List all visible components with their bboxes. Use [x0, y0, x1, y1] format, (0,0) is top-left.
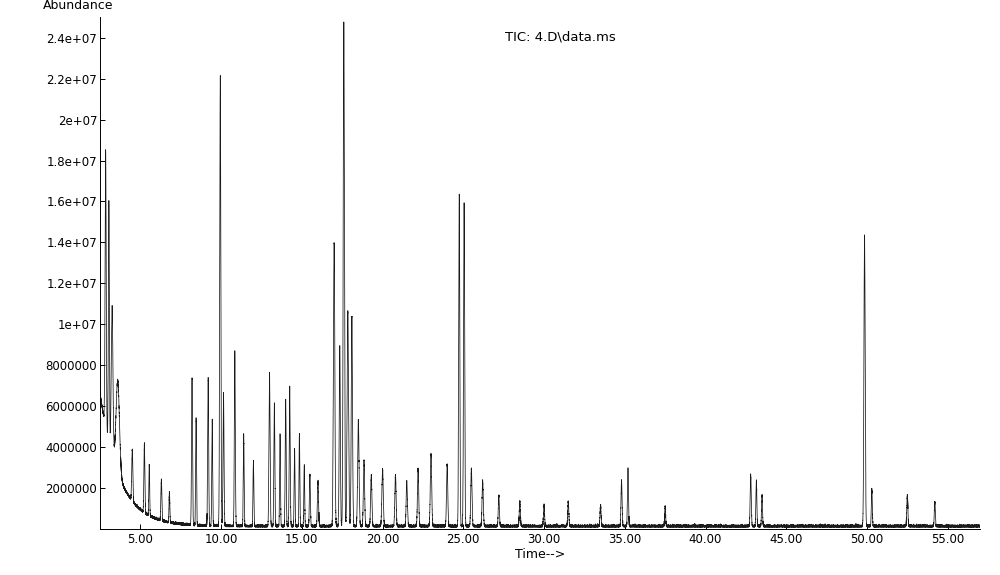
- X-axis label: Time-->: Time-->: [515, 547, 565, 561]
- Text: Abundance: Abundance: [43, 0, 113, 12]
- Text: TIC: 4.D\data.ms: TIC: 4.D\data.ms: [505, 30, 616, 43]
